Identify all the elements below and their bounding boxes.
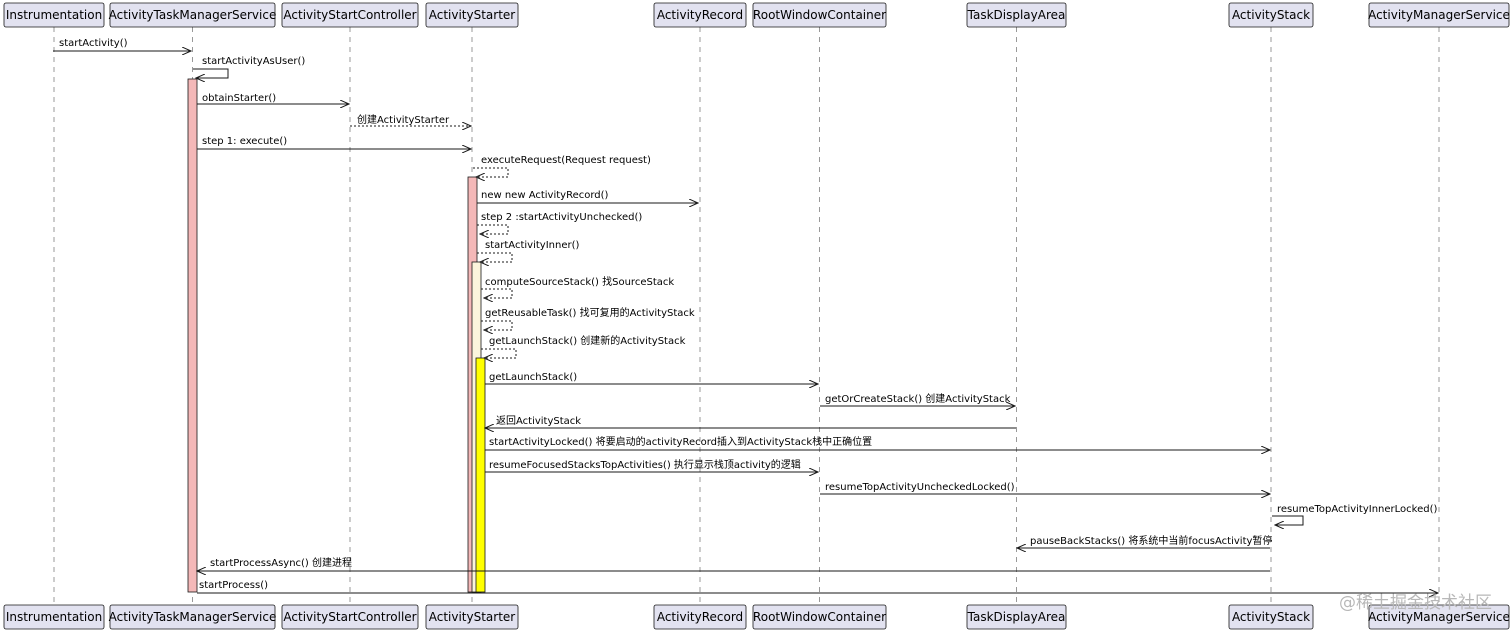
participant-label: ActivityStartController bbox=[283, 610, 416, 624]
participant-box bbox=[3, 604, 105, 630]
participant-label: ActivityManagerService bbox=[1368, 8, 1510, 22]
message-label: getLaunchStack() 创建新的ActivityStack bbox=[489, 334, 686, 347]
message-label: step 1: execute() bbox=[202, 136, 287, 147]
participant-box bbox=[3, 2, 105, 28]
participant-label: TaskDisplayArea bbox=[967, 8, 1066, 22]
self-message-arrow bbox=[481, 288, 513, 298]
participant-box bbox=[281, 2, 419, 28]
message-label: getReusableTask() 找可复用的ActivityStack bbox=[485, 306, 695, 319]
participant-box bbox=[281, 604, 419, 630]
participant-label: ActivityStartController bbox=[283, 8, 416, 22]
participant-box bbox=[966, 2, 1067, 28]
participant-box bbox=[752, 604, 887, 630]
participant-box bbox=[425, 604, 519, 630]
message-label: computeSourceStack() 找SourceStack bbox=[485, 275, 674, 288]
message-label: pauseBackStacks() 将系统中当前focusActivity暂停 bbox=[1030, 534, 1272, 547]
participant-box bbox=[1368, 604, 1510, 630]
participant-label: Instrumentation bbox=[6, 8, 102, 22]
participant-box bbox=[1368, 2, 1510, 28]
participant-label: ActivityTaskManagerService bbox=[109, 8, 277, 22]
participant-label: ActivityStack bbox=[1232, 8, 1310, 22]
message-label: startActivity() bbox=[59, 38, 128, 49]
participant-box bbox=[425, 2, 519, 28]
message-label: startActivityInner() bbox=[485, 240, 579, 251]
message-label: step 2 :startActivityUnchecked() bbox=[481, 212, 642, 223]
self-message-arrow bbox=[193, 68, 229, 78]
participant-box bbox=[1228, 2, 1314, 28]
message-label: startProcessAsync() 创建进程 bbox=[210, 556, 352, 569]
participant-box bbox=[653, 2, 747, 28]
message-label: resumeTopActivityUncheckedLocked() bbox=[825, 482, 1015, 493]
self-message-arrow bbox=[1272, 515, 1304, 525]
participant-box bbox=[752, 2, 887, 28]
watermark: @稀土掘金技术社区 bbox=[1339, 593, 1492, 613]
participant-label: ActivityManagerService bbox=[1368, 610, 1510, 624]
message-label: resumeFocusedStacksTopActivities() 执行显示栈… bbox=[489, 458, 801, 471]
participant-label: ActivityTaskManagerService bbox=[109, 610, 277, 624]
message-label: startProcess() bbox=[199, 580, 268, 591]
message-label: startActivityAsUser() bbox=[202, 56, 305, 67]
message-label: new new ActivityRecord() bbox=[481, 190, 609, 201]
participant-box bbox=[109, 604, 276, 630]
participant-label: RootWindowContainer bbox=[753, 610, 886, 624]
message-label: 返回ActivityStack bbox=[496, 415, 581, 427]
participant-box bbox=[109, 2, 276, 28]
activation-bar bbox=[187, 78, 198, 593]
participant-box bbox=[653, 604, 747, 630]
participant-box bbox=[966, 604, 1067, 630]
message-label: obtainStarter() bbox=[202, 93, 276, 104]
self-message-arrow bbox=[481, 348, 517, 358]
message-label: resumeTopActivityInnerLocked() bbox=[1277, 504, 1437, 515]
participant-label: ActivityRecord bbox=[657, 8, 743, 22]
message-label: 创建ActivityStarter bbox=[357, 113, 450, 126]
self-message-arrow bbox=[481, 320, 513, 330]
self-message-arrow bbox=[477, 252, 513, 262]
participant-label: ActivityRecord bbox=[657, 610, 743, 624]
message-label: getOrCreateStack() 创建ActivityStack bbox=[825, 392, 1011, 405]
message-label: startActivityLocked() 将要启动的activityRecor… bbox=[489, 435, 872, 448]
message-label: executeRequest(Request request) bbox=[481, 155, 651, 166]
activation-bar bbox=[475, 357, 486, 593]
participant-label: ActivityStarter bbox=[429, 610, 516, 624]
participant-label: TaskDisplayArea bbox=[967, 610, 1066, 624]
message-label: getLaunchStack() bbox=[489, 372, 577, 383]
participant-box bbox=[1228, 604, 1314, 630]
participant-label: ActivityStack bbox=[1232, 610, 1310, 624]
self-message-arrow bbox=[477, 224, 509, 234]
participant-label: RootWindowContainer bbox=[753, 8, 886, 22]
self-message-arrow bbox=[473, 167, 509, 177]
participant-label: Instrumentation bbox=[6, 610, 102, 624]
participant-label: ActivityStarter bbox=[429, 8, 516, 22]
